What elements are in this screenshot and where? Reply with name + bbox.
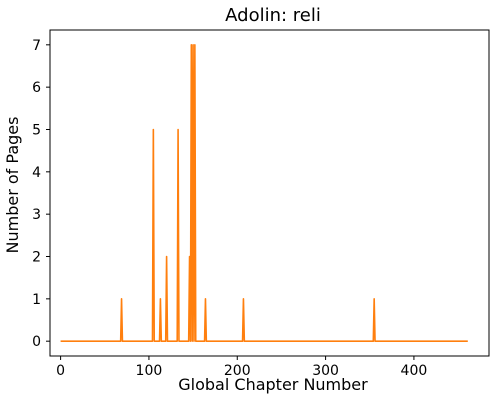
y-tick-label: 6: [32, 80, 41, 96]
y-tick-label: 5: [32, 122, 41, 138]
x-tick-label: 400: [401, 363, 428, 379]
x-axis: 0 100 200 300 400: [56, 356, 427, 379]
x-tick-label: 300: [312, 363, 339, 379]
x-tick-label: 100: [136, 363, 163, 379]
x-tick-label: 200: [224, 363, 251, 379]
y-tick-label: 4: [32, 165, 41, 181]
y-tick-label: 2: [32, 250, 41, 266]
plot-area: [49, 29, 490, 357]
plot-frame: [49, 29, 490, 357]
y-tick-label: 0: [32, 334, 41, 350]
y-tick-label: 7: [32, 38, 41, 54]
y-tick-label: 3: [32, 207, 41, 223]
x-axis-label: Global Chapter Number: [178, 375, 368, 394]
y-axis-label: Number of Pages: [3, 117, 22, 254]
y-tick-label: 1: [32, 292, 41, 308]
y-axis: 0 1 2 3 4 5 6 7: [32, 38, 50, 350]
x-tick-label: 0: [56, 363, 65, 379]
chart-title: Adolin: reli: [225, 5, 321, 26]
series-line-1: [60, 44, 468, 342]
